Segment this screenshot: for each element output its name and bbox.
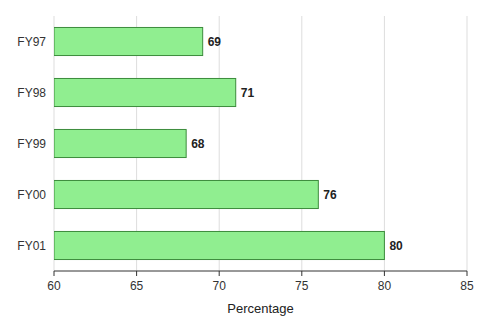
- bar: [54, 180, 318, 208]
- category-label: FY98: [17, 86, 46, 100]
- tick-label: 85: [460, 279, 474, 293]
- tick-label: 60: [47, 279, 61, 293]
- grid-line: [467, 16, 468, 271]
- category-label: FY00: [17, 188, 46, 202]
- tick-mark: [219, 271, 220, 276]
- data-label: 71: [241, 86, 255, 100]
- tick-mark: [467, 271, 468, 276]
- data-label: 68: [191, 137, 205, 151]
- bars: [54, 27, 384, 259]
- category-label: FY99: [17, 137, 46, 151]
- category-label: FY97: [17, 35, 46, 49]
- bar: [54, 231, 384, 259]
- tick-label: 80: [378, 279, 392, 293]
- axis-label: Percentage: [227, 301, 294, 316]
- data-labels: 80 76 68 71 69: [191, 35, 403, 253]
- tick-label: 70: [213, 279, 227, 293]
- bar: [54, 78, 236, 106]
- category-label: FY01: [17, 239, 46, 253]
- tick-mark: [301, 271, 302, 276]
- category-axis: FY01 FY00 FY99 FY98 FY97: [17, 35, 46, 253]
- bar: [54, 27, 203, 55]
- chart-container: 60 65 70 75 80 85 FY01 FY00 FY99 FY98 FY97 80 76 68 71…: [0, 0, 493, 325]
- data-label: 76: [323, 188, 337, 202]
- tick-mark: [384, 271, 385, 276]
- value-axis: 60 65 70 75 80 85: [47, 271, 474, 293]
- background: [0, 0, 493, 325]
- bar: [54, 129, 186, 157]
- tick-mark: [54, 271, 55, 276]
- data-label: 80: [389, 239, 403, 253]
- tick-label: 75: [295, 279, 309, 293]
- data-label: 69: [208, 35, 222, 49]
- grid: [54, 16, 467, 271]
- chart-svg: 60 65 70 75 80 85 FY01 FY00 FY99 FY98 FY97 80 76 68 71…: [0, 0, 493, 325]
- tick-mark: [136, 271, 137, 276]
- tick-label: 65: [130, 279, 144, 293]
- axis-line: [54, 271, 467, 272]
